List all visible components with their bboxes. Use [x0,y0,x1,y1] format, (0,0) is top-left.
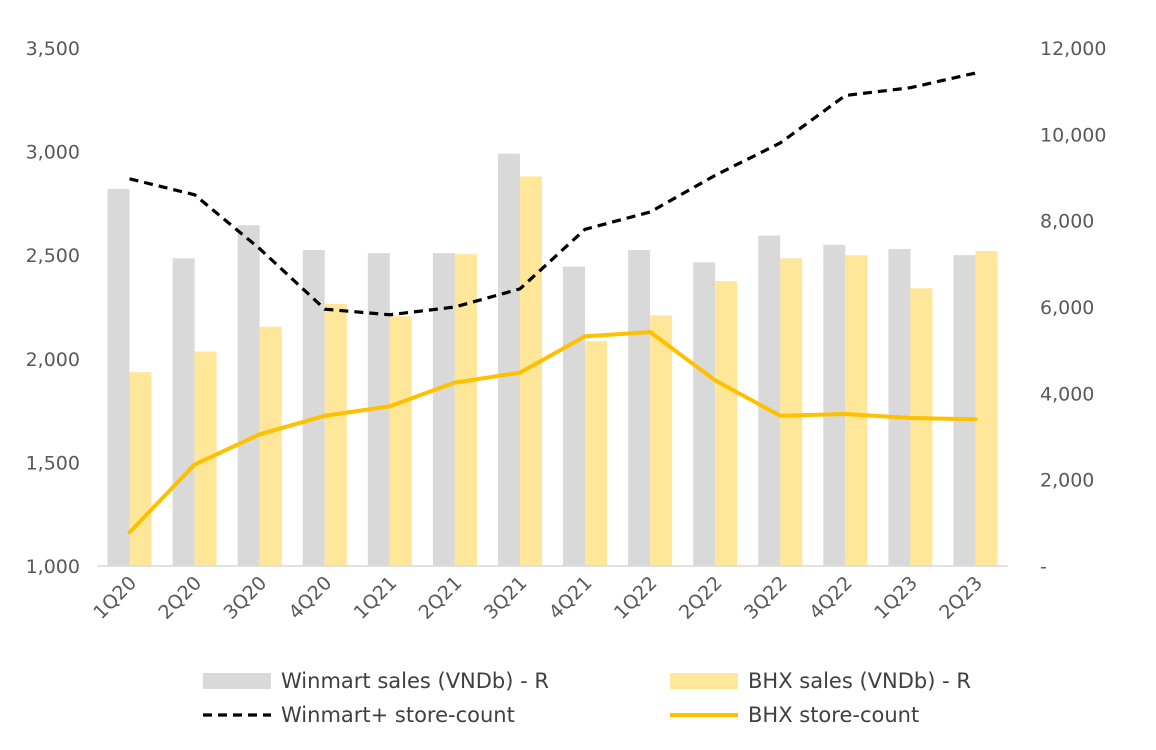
right-y-tick-label: 4,000 [1040,383,1094,405]
x-tick-label: 3Q22 [740,572,792,624]
x-tick-label: 3Q21 [480,572,532,624]
bhx-sales-bar [259,326,282,566]
bhx-sales-bar [389,316,412,566]
winmart-sales-bar [563,266,586,566]
winmart-sales-bar [953,255,976,566]
left-y-tick-label: 3,000 [26,142,80,164]
left-y-tick-label: 1,500 [26,452,80,474]
right-y-tick-label: 8,000 [1040,211,1094,233]
x-tick-label: 4Q21 [545,572,597,624]
bhx-sales-bar [129,372,152,566]
right-y-tick-label: 12,000 [1040,38,1106,60]
legend-label: Winmart+ store-count [281,703,515,727]
winmart-sales-bar [758,235,781,567]
legend-label: BHX store-count [748,703,919,727]
right-y-tick-label: - [1040,556,1047,578]
left-y-tick-label: 3,500 [26,38,80,60]
legend-label: Winmart sales (VNDb) - R [281,669,549,693]
legend-label: BHX sales (VNDb) - R [748,669,971,693]
right-y-axis: - 2,000 4,000 6,000 8,000 10,000 12,000 [1040,38,1106,578]
left-y-tick-label: 1,000 [26,556,80,578]
x-tick-label: 2Q21 [415,572,467,624]
bhx-sales-bar [650,315,673,566]
bhx-sales-bar [780,258,803,566]
winmart-sales-bar [888,248,911,566]
winmart-sales-bar [172,258,195,566]
line-layer [127,71,978,535]
winmart-sales-bar [302,250,325,566]
left-y-tick-label: 2,000 [26,349,80,371]
winmart-sales-bar [107,188,130,566]
bar-layer [107,153,998,567]
x-tick-label: 1Q21 [350,572,402,624]
x-tick-label: 1Q23 [870,572,922,624]
winmart-sales-bar [237,225,260,566]
x-axis: 1Q20 2Q20 3Q20 4Q20 1Q21 2Q21 3Q21 4Q21 1Q22 2Q22… [89,572,987,624]
left-y-axis: 1,000 1,500 2,000 2,500 3,000 3,500 [26,38,80,578]
bhx-store-count-line [127,330,978,535]
bhx-sales-bar [519,176,542,567]
x-tick-label: 1Q22 [610,572,662,624]
winmart-sales-bar [693,262,716,566]
legend-swatch [670,673,738,689]
left-y-tick-label: 2,500 [26,245,80,267]
x-tick-label: 1Q20 [89,572,141,624]
bhx-sales-bar [975,251,998,566]
legend: Winmart sales (VNDb) - R BHX sales (VNDb)… [203,669,971,727]
legend-swatch [203,673,271,689]
bhx-sales-bar [845,255,868,566]
x-tick-label: 4Q22 [805,572,857,624]
winmart-sales-bar [432,253,455,567]
bhx-sales-bar [454,254,477,566]
winmart-sales-bar [497,153,520,566]
bhx-sales-bar [910,288,933,566]
right-y-tick-label: 6,000 [1040,297,1094,319]
right-y-tick-label: 10,000 [1040,124,1106,146]
x-tick-label: 4Q20 [285,572,337,624]
winmart-store-count-line [129,71,976,317]
x-tick-label: 2Q20 [154,572,206,624]
x-tick-label: 3Q20 [219,572,271,624]
winmart-sales-bar [628,250,651,566]
bhx-sales-bar [585,341,608,566]
bhx-sales-bar [715,281,738,566]
bhx-sales-bar [324,303,347,566]
x-tick-label: 2Q23 [935,572,987,624]
right-y-tick-label: 2,000 [1040,470,1094,492]
winmart-sales-bar [823,244,846,566]
x-tick-label: 2Q22 [675,572,727,624]
